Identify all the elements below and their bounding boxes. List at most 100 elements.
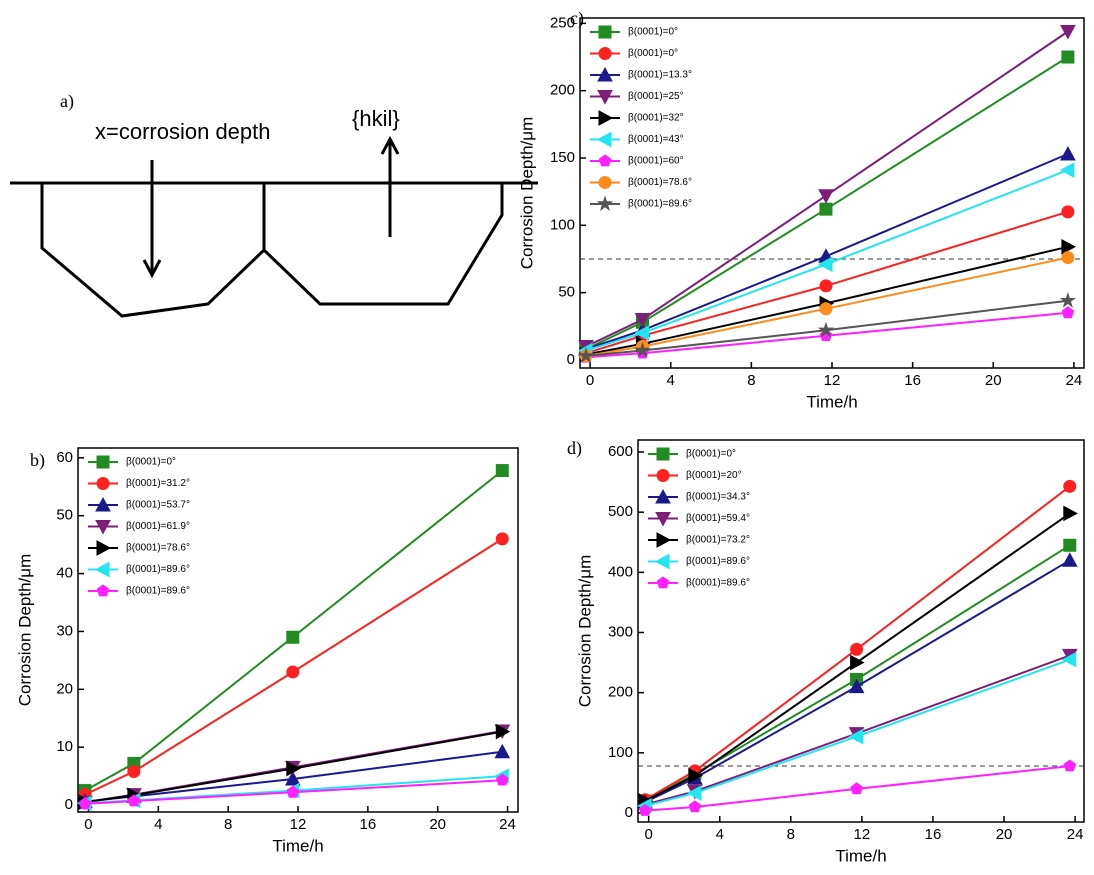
panel-label: a) bbox=[60, 91, 74, 112]
series-line bbox=[585, 299, 1069, 357]
legend-label: β(0001)=0° bbox=[686, 449, 736, 460]
y-tick-label: 50 bbox=[558, 284, 575, 301]
y-tick-label: 0 bbox=[567, 351, 575, 368]
series-line bbox=[644, 658, 1071, 807]
depth-arrowhead bbox=[142, 259, 162, 279]
legend-label: β(0001)=0° bbox=[628, 27, 678, 38]
x-axis-label: Time/h bbox=[835, 846, 886, 865]
x-tick-label: 12 bbox=[854, 826, 871, 843]
legend-marker bbox=[95, 496, 111, 512]
series-line bbox=[585, 210, 1069, 355]
marker bbox=[1059, 292, 1077, 308]
marker bbox=[286, 630, 300, 644]
marker bbox=[819, 279, 833, 293]
legend-marker bbox=[656, 469, 670, 482]
normal-arrowhead bbox=[380, 135, 400, 155]
y-tick-label: 300 bbox=[608, 623, 633, 640]
marker bbox=[127, 764, 141, 778]
x-tick-label: 24 bbox=[1066, 372, 1083, 389]
x-tick-label: 20 bbox=[985, 372, 1002, 389]
marker bbox=[688, 767, 703, 784]
marker bbox=[495, 464, 509, 478]
series-line bbox=[644, 654, 1071, 806]
legend-marker bbox=[655, 488, 671, 504]
legend-marker bbox=[96, 540, 112, 556]
legend-marker bbox=[596, 195, 614, 211]
marker bbox=[638, 803, 652, 816]
x-tick-label: 12 bbox=[824, 372, 841, 389]
marker bbox=[1061, 306, 1075, 319]
x-axis-label: Time/h bbox=[806, 392, 857, 411]
marker bbox=[495, 532, 509, 546]
legend-label: β(0001)=78.6° bbox=[126, 543, 190, 554]
y-tick-label: 600 bbox=[608, 443, 633, 460]
x-tick-label: 0 bbox=[84, 816, 92, 833]
legend-marker bbox=[95, 520, 111, 535]
y-tick-label: 400 bbox=[608, 563, 633, 580]
legend-label: β(0001)=34.3° bbox=[686, 492, 750, 503]
pit-outline bbox=[40, 183, 504, 318]
marker bbox=[848, 728, 864, 745]
legend-label: β(0001)=25° bbox=[628, 91, 684, 102]
marker bbox=[286, 785, 300, 798]
legend-marker bbox=[598, 176, 612, 189]
x-tick-label: 16 bbox=[359, 816, 376, 833]
legend-label: β(0001)=59.4° bbox=[686, 513, 750, 524]
marker bbox=[1061, 552, 1078, 567]
series-line bbox=[585, 30, 1069, 348]
y-tick-label: 0 bbox=[625, 804, 633, 821]
legend-marker bbox=[598, 154, 612, 167]
x-tick-label: 8 bbox=[747, 372, 755, 389]
x-tick-label: 16 bbox=[904, 372, 921, 389]
y-tick-label: 10 bbox=[56, 738, 73, 755]
y-axis-label: Corrosion Depth/μm bbox=[575, 555, 594, 707]
panel-label: d) bbox=[567, 438, 582, 459]
marker bbox=[494, 743, 511, 759]
x-tick-label: 16 bbox=[925, 826, 942, 843]
x-tick-label: 0 bbox=[586, 372, 594, 389]
marker bbox=[1061, 50, 1075, 64]
marker bbox=[850, 782, 863, 795]
legend-marker bbox=[96, 455, 110, 469]
marker bbox=[818, 189, 834, 204]
legend-marker bbox=[598, 47, 612, 60]
legend-marker bbox=[656, 532, 672, 548]
series-line bbox=[585, 153, 1069, 351]
marker bbox=[819, 302, 833, 316]
marker bbox=[1060, 145, 1076, 161]
marker bbox=[850, 642, 864, 656]
marker bbox=[634, 313, 651, 328]
legend-marker bbox=[96, 584, 110, 597]
series-line bbox=[585, 311, 1068, 359]
marker bbox=[286, 760, 301, 777]
y-tick-label: 20 bbox=[56, 680, 73, 697]
x-tick-label: 20 bbox=[996, 826, 1013, 843]
legend-label: β(0001)=60° bbox=[628, 156, 684, 167]
plane-label: {hkil} bbox=[352, 106, 400, 131]
x-tick-label: 24 bbox=[499, 816, 516, 833]
legend-label: β(0001)=78.6° bbox=[628, 177, 692, 188]
marker bbox=[1063, 759, 1077, 772]
marker bbox=[496, 773, 509, 786]
diagram bbox=[10, 135, 538, 318]
legend-label: β(0001)=20° bbox=[686, 470, 742, 481]
y-tick-label: 0 bbox=[65, 796, 73, 813]
legend-label: β(0001)=89.6° bbox=[686, 556, 750, 567]
marker bbox=[848, 678, 865, 694]
marker bbox=[634, 325, 649, 341]
x-tick-label: 4 bbox=[716, 826, 724, 843]
marker bbox=[688, 800, 702, 813]
series-line bbox=[585, 169, 1069, 352]
legend-label: β(0001)=61.9° bbox=[126, 521, 190, 532]
series-line bbox=[585, 245, 1069, 356]
marker bbox=[850, 654, 865, 671]
series-line bbox=[585, 56, 1069, 351]
legend-marker bbox=[597, 90, 613, 105]
marker bbox=[1060, 25, 1076, 40]
x-tick-label: 20 bbox=[429, 816, 446, 833]
legend-label: β(0001)=32° bbox=[628, 113, 684, 124]
y-tick-label: 200 bbox=[550, 82, 575, 99]
legend-label: β(0001)=53.7° bbox=[126, 500, 190, 511]
marker bbox=[1061, 238, 1076, 255]
